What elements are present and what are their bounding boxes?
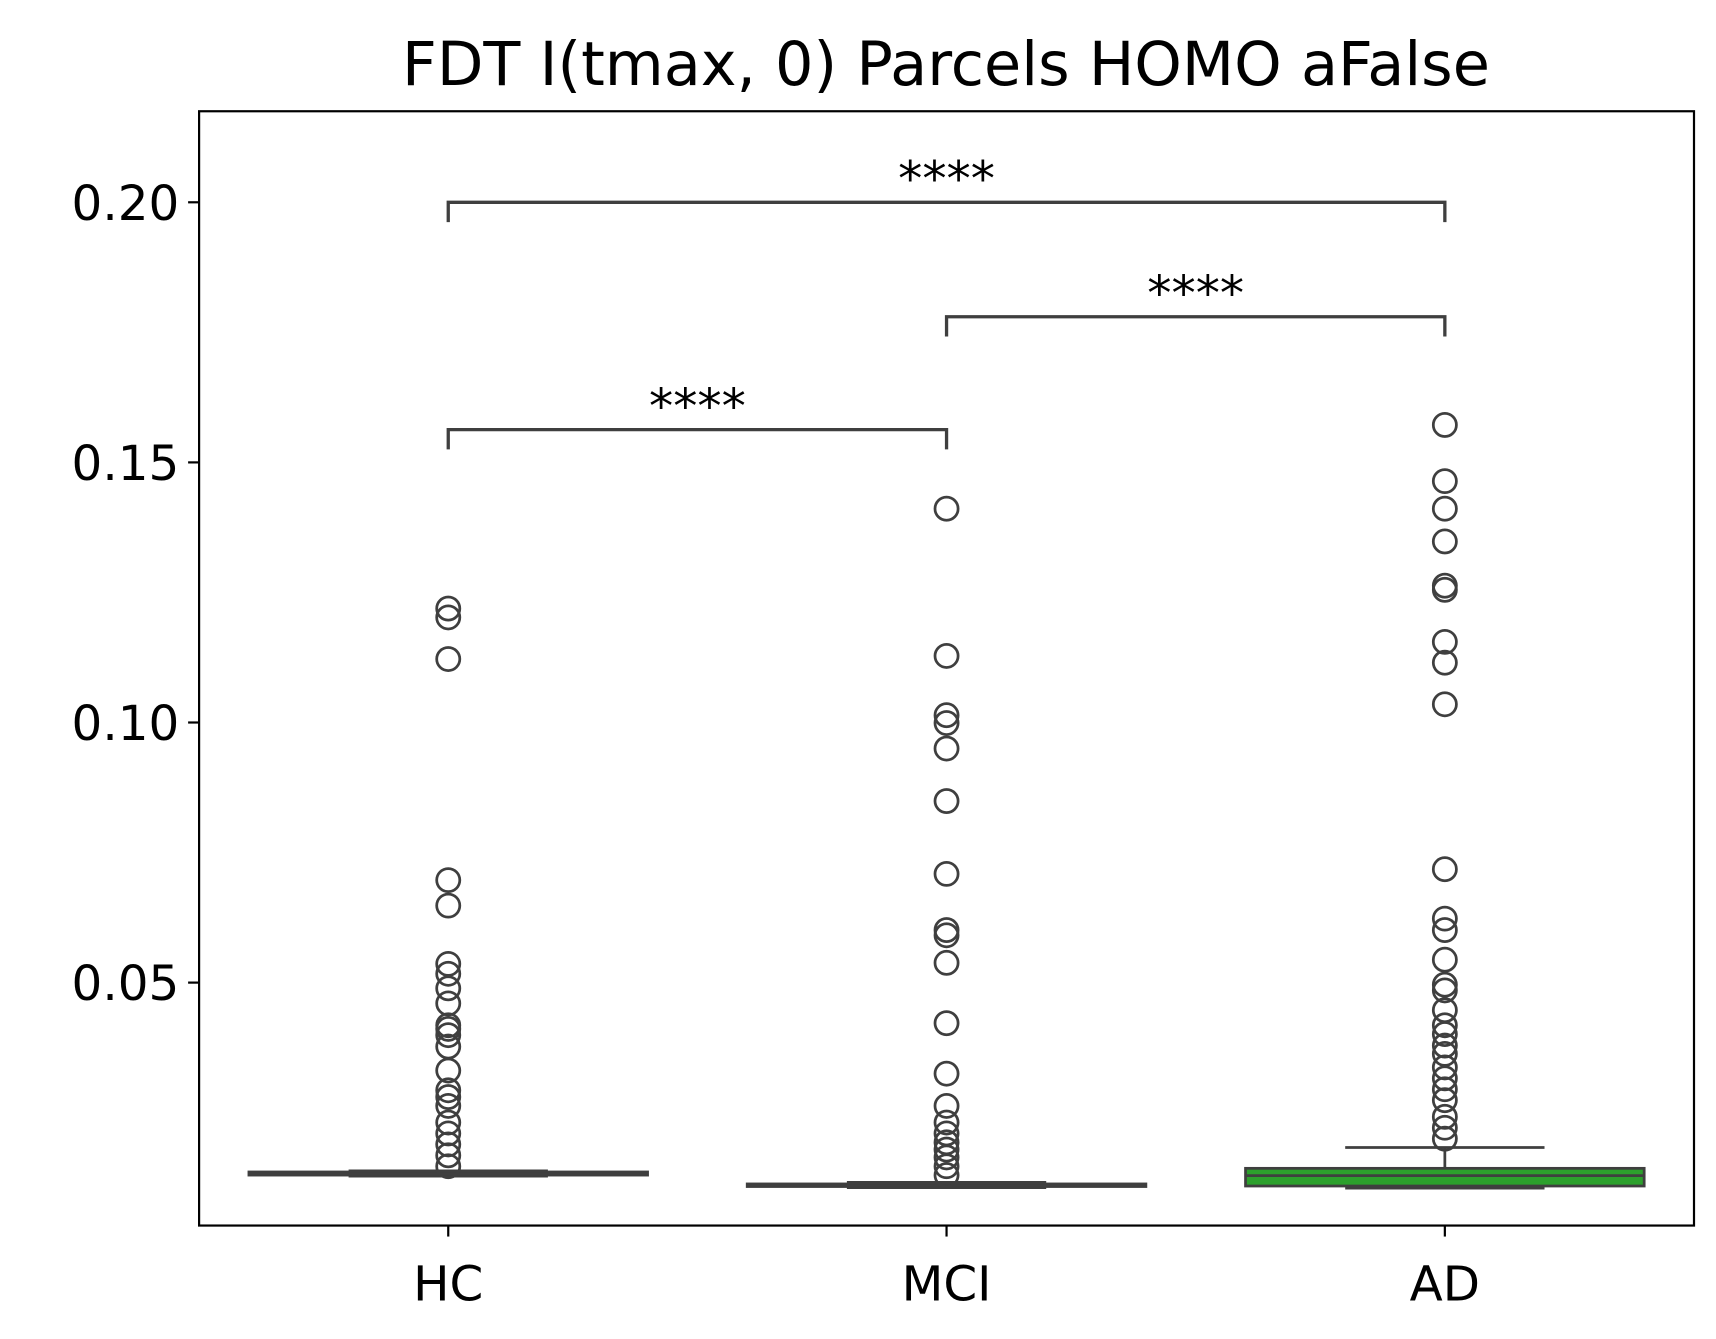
outlier <box>933 702 960 729</box>
outlier <box>435 1092 462 1119</box>
x-tick-label: AD <box>1410 1256 1480 1312</box>
y-tick-label: 0.20 <box>72 176 180 232</box>
outlier <box>933 922 960 949</box>
outlier <box>1431 1114 1458 1141</box>
significance-label: **** <box>898 152 995 208</box>
outlier <box>435 1022 462 1049</box>
outlier <box>933 1162 960 1189</box>
outlier <box>1431 412 1458 438</box>
x-tick-label: HC <box>413 1256 483 1312</box>
significance-bracket <box>446 427 949 450</box>
outlier <box>1431 905 1458 932</box>
outlier <box>933 495 960 522</box>
outlier <box>933 1144 960 1171</box>
outlier <box>933 642 960 669</box>
y-tick-label: 0.15 <box>72 436 180 492</box>
outlier <box>1431 1125 1458 1152</box>
outlier <box>435 975 462 1002</box>
outlier <box>435 1057 462 1084</box>
outlier <box>435 990 462 1017</box>
outlier <box>435 1084 462 1110</box>
outlier <box>435 604 462 631</box>
chart-title: FDT I(tmax, 0) Parcels HOMO aFalse <box>402 30 1490 100</box>
outlier <box>1431 977 1458 1004</box>
outlier <box>1431 946 1458 973</box>
outlier <box>435 892 462 919</box>
outlier <box>1431 971 1458 998</box>
outlier <box>435 1142 462 1169</box>
box <box>1244 1166 1646 1188</box>
y-tick-label: 0.10 <box>72 696 180 752</box>
outlier <box>933 1109 960 1136</box>
significance-bracket <box>944 315 1447 337</box>
outlier <box>435 867 462 894</box>
outlier <box>1431 1087 1458 1114</box>
outlier <box>933 788 960 814</box>
outlier <box>933 1153 960 1180</box>
outlier <box>435 960 462 987</box>
outlier <box>933 710 960 736</box>
x-tick-label: MCI <box>902 1256 992 1312</box>
outlier <box>1431 917 1458 943</box>
outlier <box>933 735 960 762</box>
outlier <box>933 1060 960 1087</box>
outlier <box>435 1153 462 1180</box>
outlier <box>435 1077 462 1104</box>
outlier <box>1431 528 1458 555</box>
outlier <box>933 1092 960 1119</box>
outlier <box>933 860 960 887</box>
y-tick-label: 0.05 <box>72 956 180 1012</box>
outlier <box>1431 1076 1458 1103</box>
outlier <box>1431 576 1458 603</box>
outlier <box>435 1015 462 1042</box>
significance-bracket <box>446 200 1447 223</box>
outlier <box>1431 468 1458 495</box>
outlier <box>435 595 462 622</box>
outlier <box>1431 856 1458 883</box>
outlier <box>1431 495 1458 522</box>
outlier <box>1431 628 1458 655</box>
outlier <box>1431 1021 1458 1048</box>
outlier <box>933 949 960 976</box>
outlier <box>435 646 462 672</box>
outlier <box>1431 649 1458 676</box>
outlier <box>1431 691 1458 718</box>
outlier <box>933 1010 960 1037</box>
significance-label: **** <box>649 379 746 435</box>
outlier <box>933 917 960 943</box>
outlier <box>933 1136 960 1163</box>
significance-label: **** <box>1147 266 1244 322</box>
outlier <box>1431 1012 1458 1039</box>
